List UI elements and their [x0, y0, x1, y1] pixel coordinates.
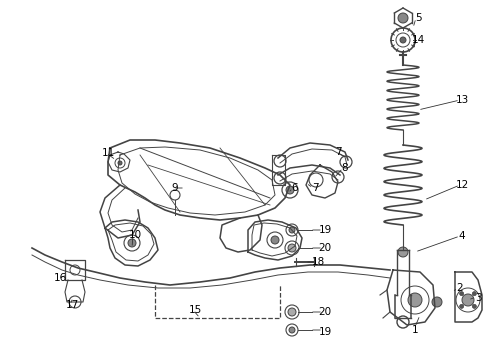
- Text: 9: 9: [172, 183, 178, 193]
- Circle shape: [128, 239, 136, 247]
- Text: 20: 20: [318, 243, 332, 253]
- Circle shape: [398, 247, 408, 257]
- Text: 3: 3: [475, 293, 481, 303]
- Text: 19: 19: [318, 225, 332, 235]
- Circle shape: [271, 236, 279, 244]
- Text: 16: 16: [53, 273, 67, 283]
- Circle shape: [462, 294, 474, 306]
- Circle shape: [288, 308, 296, 316]
- Text: 19: 19: [318, 327, 332, 337]
- Text: 1: 1: [412, 325, 418, 335]
- Circle shape: [472, 304, 476, 309]
- Text: 8: 8: [342, 163, 348, 173]
- Circle shape: [460, 304, 464, 309]
- Circle shape: [472, 292, 476, 296]
- Text: 4: 4: [459, 231, 466, 241]
- Text: 12: 12: [455, 180, 468, 190]
- Text: 11: 11: [101, 148, 115, 158]
- Circle shape: [289, 227, 295, 233]
- Circle shape: [400, 37, 406, 43]
- Text: 18: 18: [311, 257, 325, 267]
- Circle shape: [289, 327, 295, 333]
- Text: 14: 14: [412, 35, 425, 45]
- Text: 7: 7: [312, 183, 318, 193]
- Text: 2: 2: [457, 283, 464, 293]
- Circle shape: [460, 292, 464, 296]
- Text: 10: 10: [128, 230, 142, 240]
- Circle shape: [288, 244, 296, 252]
- Text: 20: 20: [318, 307, 332, 317]
- Text: 6: 6: [292, 183, 298, 193]
- Circle shape: [432, 297, 442, 307]
- Text: 15: 15: [188, 305, 201, 315]
- Circle shape: [286, 186, 294, 194]
- Text: 17: 17: [65, 300, 78, 310]
- Text: 7: 7: [335, 147, 342, 157]
- Text: 5: 5: [415, 13, 421, 23]
- Circle shape: [118, 161, 122, 165]
- Text: 13: 13: [455, 95, 468, 105]
- Circle shape: [408, 293, 422, 307]
- Circle shape: [398, 13, 408, 23]
